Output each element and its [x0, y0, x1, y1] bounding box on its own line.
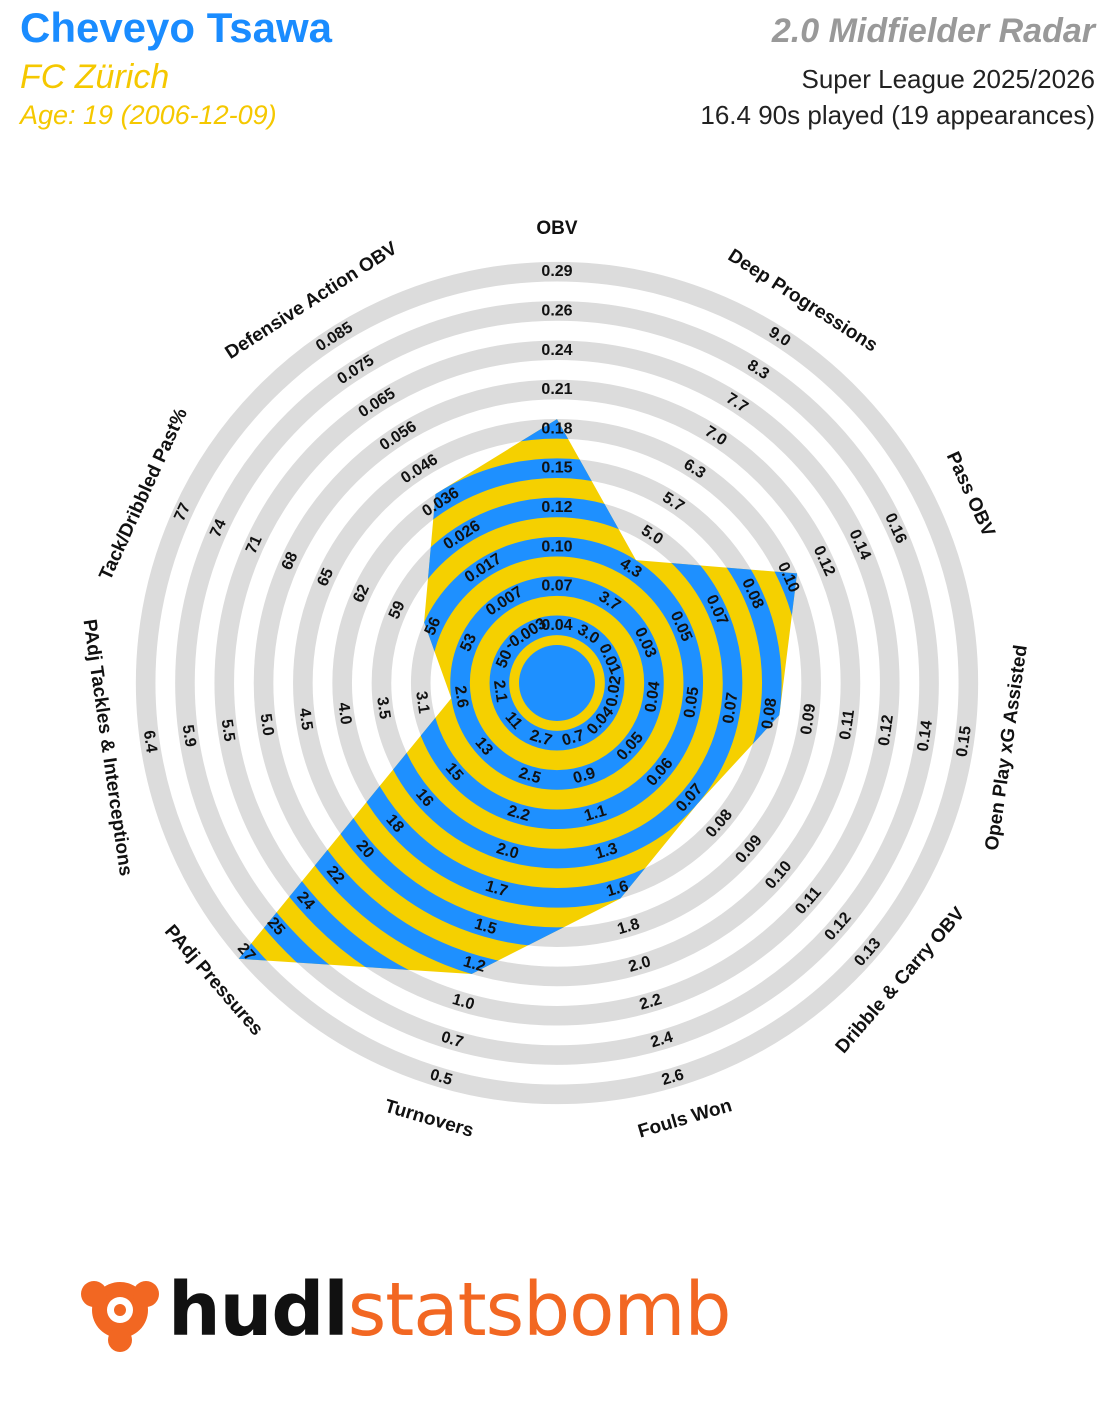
tick-label: 0.05 — [681, 686, 702, 719]
tick-label: 5.0 — [257, 713, 277, 738]
center-disc — [519, 645, 595, 721]
tick-label: 53 — [457, 631, 480, 654]
gray-ring — [214, 340, 900, 1026]
tick-label: 5.9 — [179, 724, 199, 749]
blue-ring — [489, 615, 625, 751]
tick-label: 0.04 — [642, 680, 663, 713]
logo-wordmark-hudl: hudl — [168, 1267, 349, 1353]
tick-label: 5.5 — [218, 718, 238, 743]
tick-label: 0.056 — [377, 418, 420, 454]
tick-label: 3.1 — [412, 690, 432, 715]
tick-label: 2.2 — [506, 802, 532, 825]
tick-label: 2.2 — [638, 991, 664, 1014]
tick-label: 2.0 — [627, 953, 653, 976]
hudl-statsbomb-logo: hudlstatsbomb — [78, 1265, 731, 1355]
tick-label: 0.09 — [798, 702, 819, 735]
gray-ring — [175, 301, 939, 1065]
tick-label: 0.02 — [603, 674, 624, 707]
tick-label: 74 — [207, 517, 230, 540]
tick-label: 2.6 — [451, 685, 471, 710]
tick-label: 0.26 — [541, 303, 572, 320]
tick-label: 68 — [279, 549, 302, 572]
tick-label: 62 — [350, 582, 373, 605]
tick-label: 0.15 — [541, 460, 572, 477]
tick-label: 1.8 — [616, 916, 642, 939]
tick-label: 0.065 — [356, 385, 399, 421]
tick-label: 1.1 — [582, 802, 608, 825]
tick-label: 6.4 — [140, 729, 160, 754]
tick-label: 56 — [422, 615, 445, 638]
team-name: FC Zürich — [20, 58, 170, 96]
blue-ring — [450, 576, 664, 790]
tick-label: 0.07 — [720, 691, 741, 724]
tick-label: 0.7 — [560, 727, 586, 750]
tick-label: 2.7 — [528, 727, 554, 750]
tick-label: 4.5 — [295, 707, 315, 732]
logo-wordmark-statsbomb: statsbomb — [347, 1267, 732, 1353]
tick-label: 4.0 — [334, 701, 354, 726]
metric-label: PAdj Tackles & Interceptions — [78, 618, 136, 877]
tick-label: 0.11 — [837, 709, 858, 741]
metric-label: Pass OBV — [942, 449, 999, 541]
tick-label: 0.12 — [876, 714, 897, 747]
tick-label: 1.2 — [461, 953, 487, 976]
tick-label: 59 — [386, 598, 409, 621]
tick-label: 1.3 — [593, 840, 619, 863]
radar-title: 2.0 Midfielder Radar — [771, 12, 1095, 50]
metric-label: Turnovers — [382, 1096, 476, 1142]
tick-label: 0.08 — [759, 697, 780, 730]
tick-label: 50 — [493, 647, 516, 670]
tick-label: 0.07 — [541, 578, 572, 595]
tick-label: 0.14 — [915, 719, 936, 752]
statsbomb-logo-icon — [81, 1281, 159, 1352]
tick-label: 0.7 — [439, 1029, 465, 1052]
tick-label: 1.0 — [450, 991, 476, 1014]
tick-label: 0.9 — [571, 765, 597, 788]
gray-ring — [253, 379, 861, 987]
tick-label: 77 — [171, 500, 194, 523]
tick-label: 2.6 — [660, 1066, 686, 1089]
logo-wordmark: hudlstatsbomb — [168, 1273, 731, 1347]
metric-label: Tack/Dribbled Past% — [95, 405, 192, 583]
tick-label: 71 — [243, 533, 266, 556]
tick-label: 0.10 — [541, 538, 572, 555]
tick-label: 1.5 — [472, 916, 498, 939]
tick-label: 0.24 — [541, 342, 572, 359]
tick-label: 2.4 — [649, 1029, 675, 1052]
metric-label: Open Play xG Assisted — [982, 644, 1032, 852]
tick-label: 0.075 — [334, 352, 377, 388]
tick-label: 0.085 — [313, 319, 356, 355]
tick-label: 0.5 — [428, 1066, 454, 1089]
tick-label: 3.5 — [373, 696, 393, 721]
player-age: Age: 19 (2006-12-09) — [20, 100, 277, 130]
tick-label: 2.0 — [494, 840, 520, 863]
tick-label: 0.04 — [541, 617, 572, 634]
tick-label: 0.15 — [954, 725, 975, 758]
tick-label: 0.046 — [398, 451, 441, 487]
tick-label: 2.1 — [490, 679, 510, 704]
tick-label: 0.29 — [541, 263, 572, 280]
tick-label: 1.7 — [483, 878, 509, 901]
metric-label: Fouls Won — [636, 1095, 735, 1142]
radar-chart: 0.04 0.07 0.10 0.12 0.15 0.18 0.21 0.24 0.26 0.29… — [78, 218, 1032, 1142]
metric-label: Deep Progressions — [724, 245, 881, 356]
tick-label: 65 — [314, 566, 337, 589]
metric-label: PAdj Pressures — [160, 921, 267, 1040]
tick-label: 0.18 — [541, 420, 572, 437]
gray-ring — [135, 261, 979, 1105]
tick-label: 2.5 — [517, 765, 543, 788]
player-name: Cheveyo Tsawa — [20, 4, 333, 51]
minutes-played: 16.4 90s played (19 appearances) — [700, 100, 1095, 130]
tick-label: 1.6 — [604, 878, 630, 901]
metric-label: OBV — [536, 218, 578, 239]
competition-label: Super League 2025/2026 — [801, 64, 1096, 94]
tick-label: 0.21 — [541, 381, 572, 398]
tick-labels: 0.04 0.07 0.10 0.12 0.15 0.18 0.21 0.24 0.26 0.29… — [140, 263, 975, 1089]
tick-label: 0.12 — [541, 499, 572, 516]
